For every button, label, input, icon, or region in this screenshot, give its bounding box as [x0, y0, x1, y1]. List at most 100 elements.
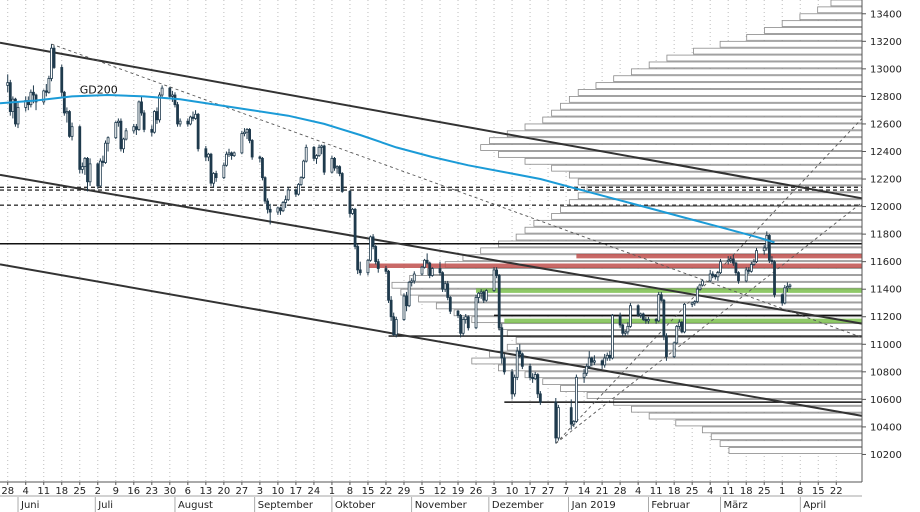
candle-body	[677, 321, 681, 327]
candle-body	[392, 316, 396, 336]
x-tick-label: 12	[434, 486, 447, 497]
trend-channel-line	[0, 173, 863, 325]
candle-body	[387, 270, 390, 301]
candle-body	[647, 319, 650, 322]
candle-body	[240, 133, 244, 154]
candle-body	[101, 160, 105, 163]
volume-profile-bar	[764, 27, 863, 34]
candle-body	[302, 160, 306, 179]
month-label: März	[723, 500, 747, 511]
candle-body	[744, 269, 748, 282]
candle-body	[152, 111, 156, 133]
candle-body	[659, 294, 663, 301]
volume-profile-bar	[524, 123, 863, 131]
candle-body	[636, 305, 640, 316]
candle-body	[104, 142, 107, 163]
candle-body	[484, 290, 488, 301]
candle-body	[11, 98, 15, 112]
candle-body	[574, 376, 578, 422]
candle-body	[124, 130, 128, 140]
candle-body	[654, 319, 658, 322]
volume-profile-bar	[577, 178, 863, 186]
candle-body	[662, 299, 666, 337]
candle-body	[747, 269, 751, 272]
candle-body	[459, 314, 462, 334]
candle-body	[330, 157, 334, 173]
moving-average	[0, 93, 775, 244]
y-tick-label: 10800	[870, 367, 902, 378]
candle-body	[134, 126, 138, 130]
y-tick-label: 12800	[870, 92, 902, 103]
candle-body	[603, 357, 607, 366]
candle-body	[80, 166, 84, 170]
candle-body	[510, 371, 514, 395]
candle-body	[443, 283, 447, 290]
candle-body	[132, 126, 136, 132]
volume-profile-bar	[524, 371, 863, 379]
candle-body	[68, 111, 71, 137]
x-tick-label: 22	[830, 486, 843, 497]
month-label: August	[178, 500, 213, 511]
candle-body	[479, 291, 483, 294]
candle-body	[412, 273, 416, 282]
candle-body	[281, 202, 285, 212]
candle-body	[423, 259, 426, 268]
dashed-trendline	[555, 202, 863, 444]
month-label: November	[415, 500, 468, 511]
volume-profile-bar	[830, 0, 863, 7]
candle-body	[60, 67, 64, 93]
candle-body	[446, 283, 450, 298]
candle-body	[587, 357, 591, 367]
candle-body	[672, 342, 676, 358]
volume-profile-bar	[799, 13, 863, 21]
candle-body	[353, 208, 357, 247]
volume-profile-bar	[551, 213, 863, 220]
candle-body	[65, 111, 69, 114]
candle-body	[140, 101, 143, 114]
candle-body	[683, 303, 686, 333]
candle-body	[466, 316, 470, 329]
x-tick-label: 15	[812, 486, 825, 497]
trend-channel-line	[0, 41, 863, 200]
candle-body	[279, 207, 282, 212]
y-tick-label: 11000	[870, 340, 902, 351]
candle-body	[232, 152, 236, 157]
candle-body	[690, 302, 694, 305]
x-tick-label: 13	[199, 486, 212, 497]
candle-body	[371, 236, 375, 247]
volume-profile-bar	[542, 378, 863, 386]
volume-profile-bar	[524, 157, 863, 165]
candle-body	[42, 90, 46, 103]
candle-body	[770, 259, 774, 263]
candle-body	[258, 156, 262, 159]
candle-body	[351, 208, 354, 214]
candle-body	[320, 145, 324, 148]
candle-body	[204, 148, 208, 158]
month-label: Februar	[651, 500, 690, 511]
candle-body	[155, 111, 159, 121]
candle-body	[88, 163, 92, 183]
candle-body	[657, 294, 661, 322]
candle-body	[680, 321, 684, 333]
x-tick-label: 29	[398, 486, 411, 497]
volume-profile-bar	[613, 75, 863, 83]
candle-body	[333, 157, 336, 169]
candle-body	[86, 157, 89, 183]
candle-body	[116, 120, 120, 123]
candle-body	[191, 116, 195, 119]
candle-body	[358, 269, 362, 274]
candle-body	[536, 374, 540, 395]
x-tick-label: 17	[290, 486, 303, 497]
candle-body	[150, 129, 154, 133]
candle-body	[708, 273, 712, 282]
candle-body	[83, 157, 87, 168]
candle-body	[122, 138, 125, 150]
candle-body	[749, 264, 753, 272]
candle-body	[500, 327, 504, 359]
candle-body	[168, 87, 172, 97]
volume-profile-bar	[506, 130, 863, 138]
candle-body	[608, 354, 612, 359]
candle-body	[788, 284, 792, 287]
candle-body	[50, 47, 53, 79]
x-tick-label: 3	[491, 486, 497, 497]
